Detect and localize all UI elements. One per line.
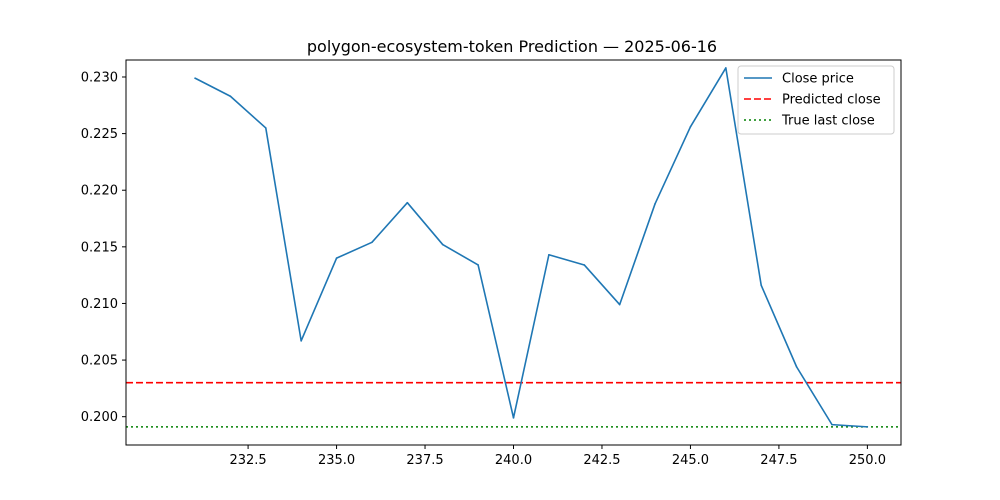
- x-tick-label: 235.0: [318, 453, 355, 468]
- x-axis: 232.5 235.0 237.5 240.0 242.5 245.0 247.5 250.0: [229, 445, 886, 468]
- legend: Close price Predicted close True last clos…: [737, 65, 895, 135]
- close-price-point: [335, 257, 338, 259]
- close-price-point: [371, 241, 373, 244]
- x-tick-label: 245.0: [672, 453, 709, 468]
- close-price-point: [725, 67, 727, 69]
- y-tick-label: 0.210: [81, 297, 118, 312]
- close-price-point: [194, 77, 196, 79]
- x-tick-label: 250.0: [849, 453, 886, 468]
- y-tick-label: 0.220: [81, 184, 118, 199]
- close-price-point: [477, 264, 479, 266]
- close-price-point: [831, 423, 833, 426]
- plot-area: [126, 67, 901, 428]
- y-tick-label: 0.230: [81, 70, 118, 85]
- legend-label: Close price: [782, 72, 854, 87]
- close-price-point: [866, 426, 869, 428]
- x-tick-label: 232.5: [229, 453, 266, 468]
- legend-label: Predicted close: [782, 93, 881, 108]
- close-price-point: [512, 417, 515, 419]
- y-tick-label: 0.215: [81, 240, 118, 255]
- y-tick-label: 0.200: [81, 410, 118, 425]
- close-price-point: [229, 95, 232, 98]
- close-price-point: [441, 243, 444, 246]
- close-price-point: [795, 366, 798, 368]
- axes-frame: [125, 59, 902, 446]
- legend-box: [737, 65, 895, 135]
- x-tick-label: 242.5: [583, 453, 620, 468]
- y-tick-label: 0.205: [81, 354, 118, 369]
- y-tick-label: 0.225: [81, 127, 118, 142]
- close-price-point: [406, 201, 409, 204]
- x-tick-label: 237.5: [406, 453, 443, 468]
- close-price-point: [583, 264, 586, 266]
- close-price-point: [548, 253, 550, 256]
- chart-title: polygon-ecosystem-token Prediction — 202…: [307, 37, 717, 56]
- x-tick-label: 240.0: [495, 453, 532, 468]
- close-price-point: [654, 203, 656, 205]
- close-price-line: [194, 67, 868, 428]
- close-price-point: [300, 340, 302, 342]
- x-tick-label: 247.5: [760, 453, 797, 468]
- close-price-point: [689, 126, 692, 128]
- close-price-point: [760, 284, 763, 287]
- legend-label: True last close: [781, 114, 875, 129]
- y-axis: 0.200 0.205 0.210 0.215 0.220 0.225 0.230: [81, 70, 126, 425]
- close-price-point: [264, 127, 267, 129]
- close-price-point: [618, 303, 621, 306]
